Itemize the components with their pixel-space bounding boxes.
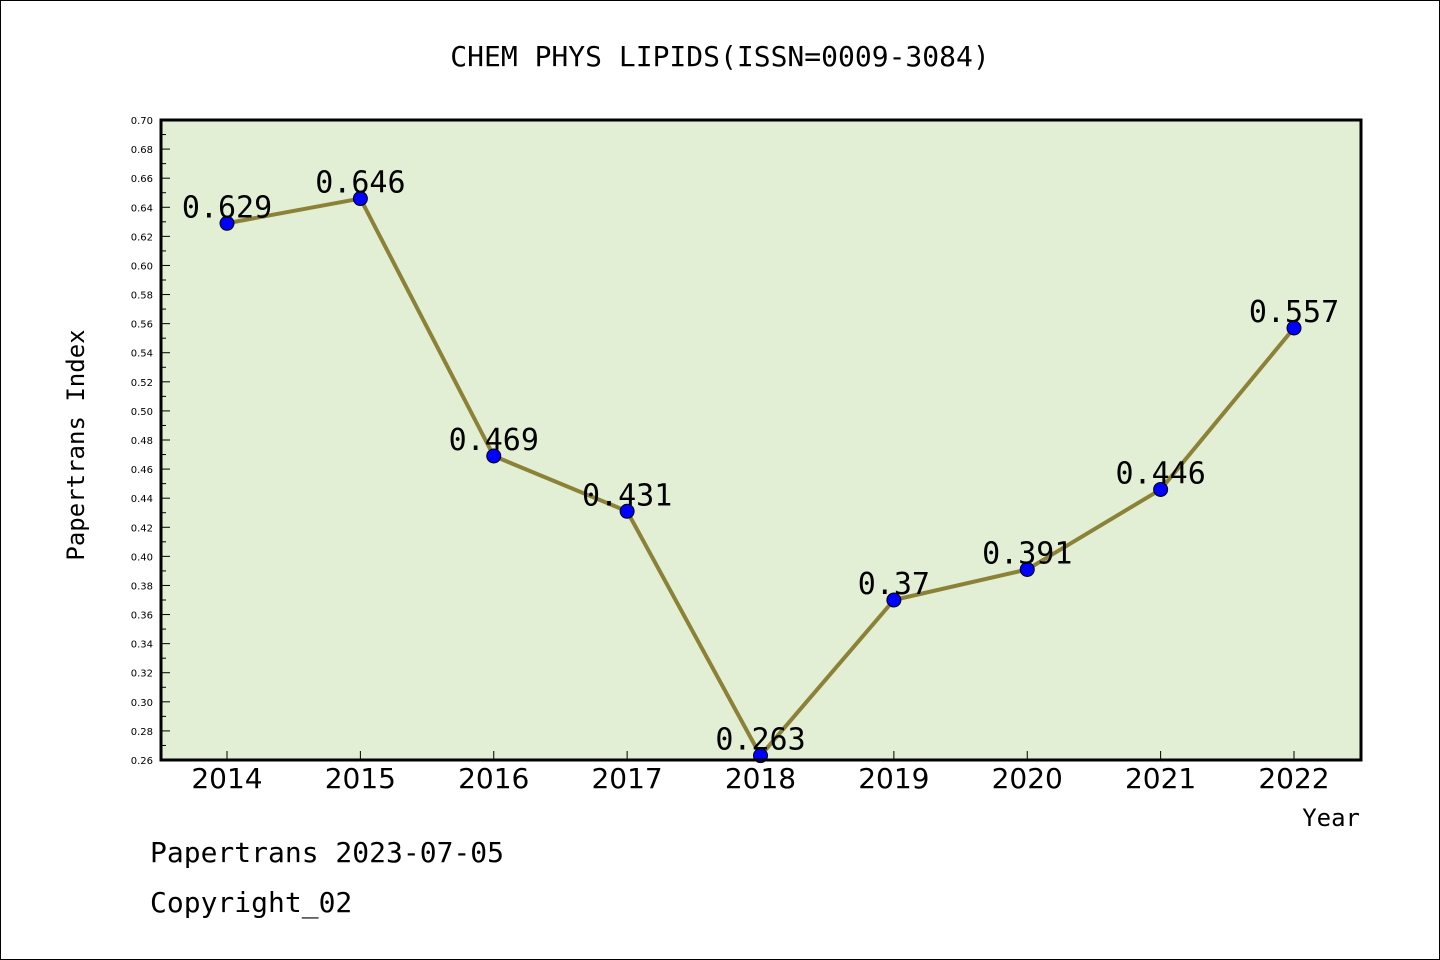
- y-tick-label: 0.36: [131, 611, 153, 622]
- y-axis-label: Papertrans Index: [62, 329, 90, 560]
- data-label: 0.469: [449, 423, 539, 458]
- data-label: 0.37: [858, 567, 930, 602]
- y-tick-label: 0.54: [131, 349, 153, 360]
- data-point: [886, 592, 902, 608]
- y-tick-label: 0.32: [131, 669, 153, 680]
- x-tick-label: 2021: [1125, 762, 1196, 795]
- data-point: [1019, 561, 1035, 577]
- data-point: [1153, 481, 1169, 497]
- y-tick-label: 0.62: [131, 232, 153, 243]
- data-point: [619, 503, 635, 519]
- y-axis: 0.26 0.28 0.30 0.32 0.34 0.36 0.38 0.40 0.42 0.44…: [131, 116, 170, 767]
- chart-title: CHEM PHYS LIPIDS(ISSN=0009-3084): [450, 40, 989, 73]
- y-tick-label: 0.46: [131, 465, 153, 476]
- y-tick-label: 0.60: [131, 261, 153, 272]
- y-tick-label: 0.34: [131, 640, 153, 651]
- x-tick-label: 2019: [858, 762, 929, 795]
- data-label: 0.557: [1249, 295, 1339, 330]
- x-tick-label: 2014: [191, 762, 262, 795]
- series-papertrans-index: [219, 191, 1302, 764]
- x-tick-label: 2016: [458, 762, 529, 795]
- y-tick-label: 0.38: [131, 581, 153, 592]
- plot-area: [161, 120, 1361, 760]
- y-tick-label: 0.50: [131, 407, 153, 418]
- data-point: [219, 215, 235, 231]
- data-label: 0.629: [182, 190, 272, 225]
- data-label: 0.391: [982, 536, 1072, 571]
- data-point: [352, 191, 368, 207]
- y-tick-label: 0.44: [131, 494, 153, 505]
- x-tick-label: 2017: [591, 762, 662, 795]
- y-tick-label: 0.58: [131, 291, 153, 302]
- y-tick-label: 0.30: [131, 698, 153, 709]
- y-tick-label: 0.70: [131, 116, 153, 127]
- y-tick-label: 0.28: [131, 727, 153, 738]
- data-point: [486, 448, 502, 464]
- y-tick-label: 0.56: [131, 320, 153, 331]
- data-labels: 0.629 0.646 0.469 0.431 0.263 0.37 0.391 0.446 0…: [182, 166, 1339, 758]
- x-tick-label: 2020: [992, 762, 1063, 795]
- plot-border: [159, 118, 1363, 762]
- footer-date: Papertrans 2023-07-05: [150, 836, 505, 869]
- x-axis: 2014 2015 2016 2017 2018 2019 2020 2021 2022: [191, 751, 1330, 795]
- y-tick-label: 0.68: [131, 145, 153, 156]
- data-label: 0.263: [715, 723, 805, 758]
- data-label: 0.646: [315, 166, 405, 201]
- x-tick-label: 2018: [725, 762, 796, 795]
- x-tick-label: 2015: [325, 762, 396, 795]
- y-tick-label: 0.42: [131, 523, 153, 534]
- data-point: [1286, 320, 1302, 336]
- y-tick-label: 0.52: [131, 378, 153, 389]
- data-label: 0.446: [1115, 456, 1205, 491]
- y-tick-label: 0.66: [131, 174, 153, 185]
- y-tick-label: 0.64: [131, 203, 153, 214]
- footer-copyright: Copyright_02: [150, 886, 353, 919]
- x-axis-label: Year: [1302, 804, 1360, 832]
- y-tick-label: 0.40: [131, 552, 153, 563]
- y-tick-label: 0.48: [131, 436, 153, 447]
- x-tick-label: 2022: [1258, 762, 1329, 795]
- data-label: 0.431: [582, 478, 672, 513]
- y-tick-label: 0.26: [131, 756, 153, 767]
